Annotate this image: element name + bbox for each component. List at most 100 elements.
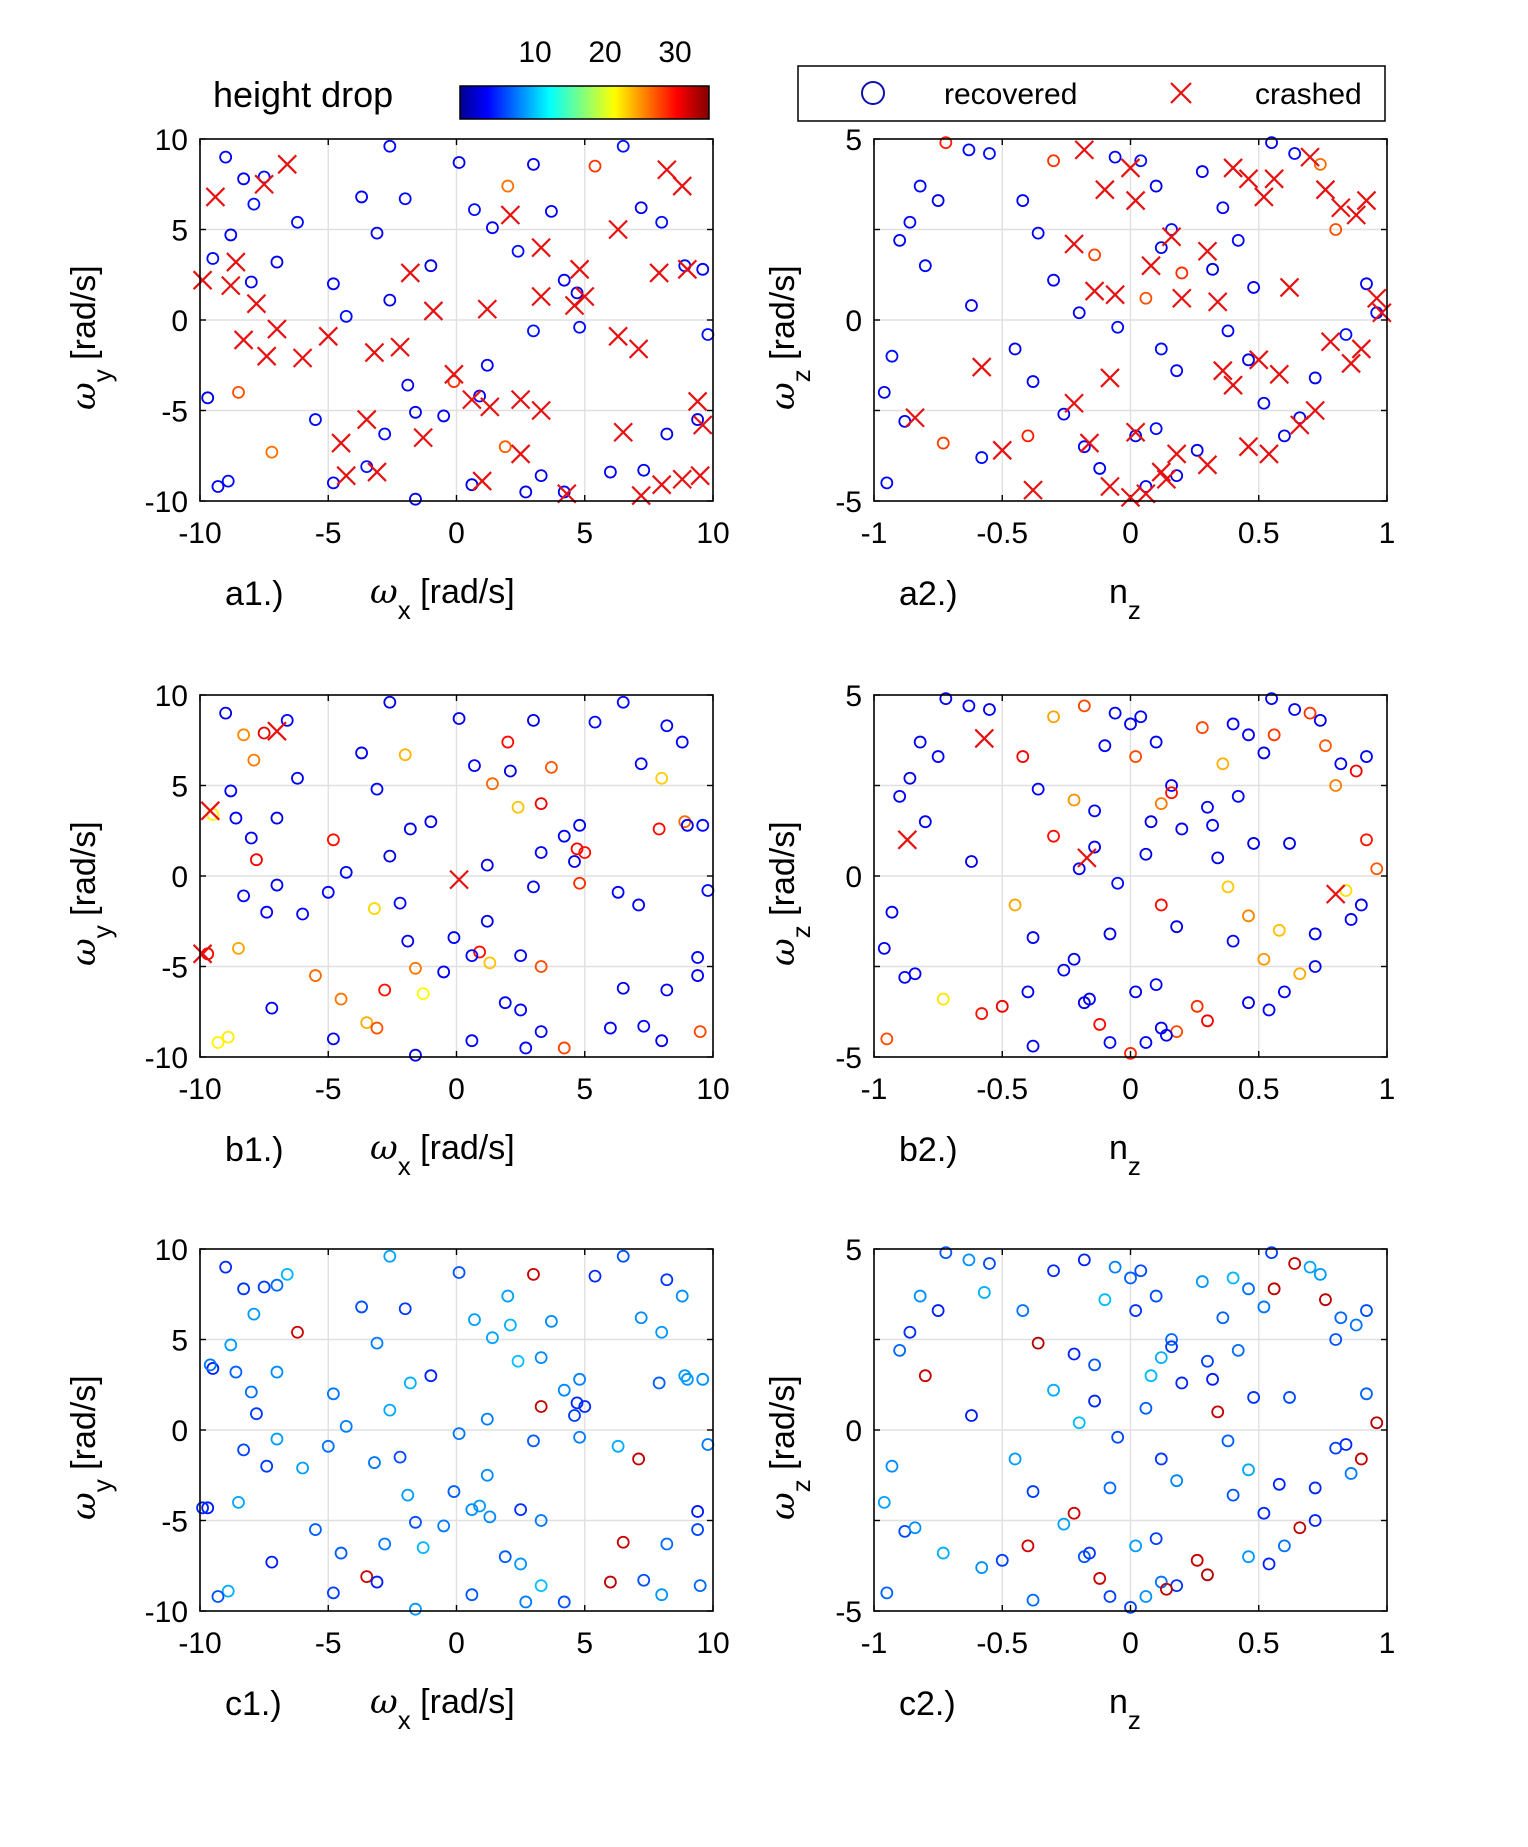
recovered-point (1278, 429, 1291, 443)
crashed-point (192, 944, 213, 964)
recovered-point (211, 1036, 225, 1049)
recovered-point (534, 1514, 548, 1527)
recovered-point (1165, 1340, 1178, 1354)
recovered-point (1370, 1416, 1384, 1430)
recovered-point (588, 159, 602, 173)
recovered-point (660, 1273, 674, 1287)
recovered-point (545, 204, 558, 218)
crashed-point (1238, 169, 1259, 189)
crashed-point (1248, 350, 1269, 370)
recovered-point (1026, 1485, 1040, 1498)
recovered-point (903, 771, 917, 785)
recovered-point (409, 1602, 422, 1616)
recovered-point (1124, 717, 1137, 731)
recovered-point (1047, 1383, 1060, 1397)
x-tick-label: 0 (448, 517, 465, 550)
recovered-point (1098, 1293, 1112, 1307)
recovered-point (334, 1546, 348, 1560)
recovered-point (1334, 757, 1348, 771)
recovered-point (1247, 837, 1261, 850)
recovered-point (383, 1403, 397, 1417)
recovered-point (1360, 750, 1373, 763)
recovered-point (468, 1313, 481, 1326)
recovered-point (244, 831, 258, 845)
recovered-point (1257, 1506, 1271, 1520)
crashed-point (1197, 241, 1218, 261)
crashed-point (1084, 281, 1105, 301)
recovered-point (383, 695, 397, 709)
recovered-point (244, 275, 258, 289)
recovered-point (232, 385, 245, 399)
crashed-point (1125, 190, 1146, 211)
recovered-point (1319, 739, 1332, 753)
crashed-point (500, 205, 521, 225)
x-tick-label: 0.5 (1238, 517, 1280, 550)
crashed-point (256, 346, 277, 366)
recovered-point (1154, 797, 1168, 810)
recovered-point (534, 1579, 548, 1593)
recovered-point (1231, 1343, 1245, 1357)
recovered-point (257, 726, 271, 740)
crashed-point (687, 391, 708, 412)
recovered-point (1154, 1452, 1168, 1466)
recovered-point (452, 1266, 466, 1279)
recovered-point (1293, 967, 1307, 981)
recovered-point (616, 139, 630, 153)
panel-label: c1.) (225, 1685, 282, 1723)
crashed-point (628, 339, 649, 359)
recovered-point (936, 1546, 950, 1560)
x-tick-label: 1 (1379, 517, 1396, 550)
recovered-point (1047, 273, 1060, 287)
recovered-point (637, 463, 651, 477)
recovered-point (437, 965, 451, 979)
crashed-point (974, 728, 995, 749)
recovered-point (1031, 226, 1045, 240)
recovered-point (611, 1439, 625, 1453)
x-axis-label: nz (1109, 573, 1141, 625)
x-axis-label: ωx [rad/s] (370, 1682, 515, 1735)
recovered-point (1211, 1405, 1225, 1419)
crashed-point (336, 465, 356, 486)
x-tick-label: 1 (1379, 1073, 1396, 1106)
recovered-point (534, 797, 548, 810)
recovered-point (401, 934, 415, 948)
recovered-point (1278, 1539, 1291, 1553)
y-tick-label: 10 (155, 1234, 188, 1267)
recovered-point (1329, 779, 1343, 792)
recovered-point (655, 1588, 669, 1602)
recovered-point (573, 876, 587, 890)
x-tick-label: 10 (696, 1627, 729, 1660)
recovered-point (527, 1434, 540, 1448)
recovered-point (1067, 1347, 1081, 1361)
recovered-point (877, 1496, 891, 1509)
recovered-point (247, 1307, 261, 1321)
recovered-point (368, 1456, 381, 1469)
recovered-point (503, 764, 517, 778)
crashed-point (574, 286, 595, 307)
crashed-point (531, 400, 551, 421)
y-tick-label: 5 (171, 1325, 188, 1358)
recovered-point (321, 885, 335, 899)
recovered-point (1370, 862, 1384, 876)
crashed-point (277, 154, 297, 175)
recovered-point (1190, 1553, 1204, 1567)
crashed-point (1223, 158, 1243, 178)
panel-a2: -1 -0.5 0 0.5 1 5 0 -5 a2.) nz ωz [rad/s] (763, 124, 1395, 625)
crashed-point (400, 263, 421, 283)
crashed-point (267, 319, 287, 339)
recovered-point (632, 1452, 646, 1466)
recovered-point (250, 853, 263, 867)
recovered-point (409, 405, 422, 419)
recovered-point (1149, 1532, 1163, 1545)
recovered-point (465, 1503, 479, 1517)
crashed-point (1141, 255, 1161, 276)
recovered-point (1262, 1557, 1276, 1571)
recovered-point (534, 1025, 548, 1039)
recovered-point (1334, 1311, 1348, 1325)
recovered-point (339, 1419, 353, 1433)
recovered-point (1129, 750, 1143, 763)
recovered-point (1354, 1452, 1368, 1466)
recovered-point (527, 713, 540, 727)
recovered-point (1278, 985, 1291, 999)
